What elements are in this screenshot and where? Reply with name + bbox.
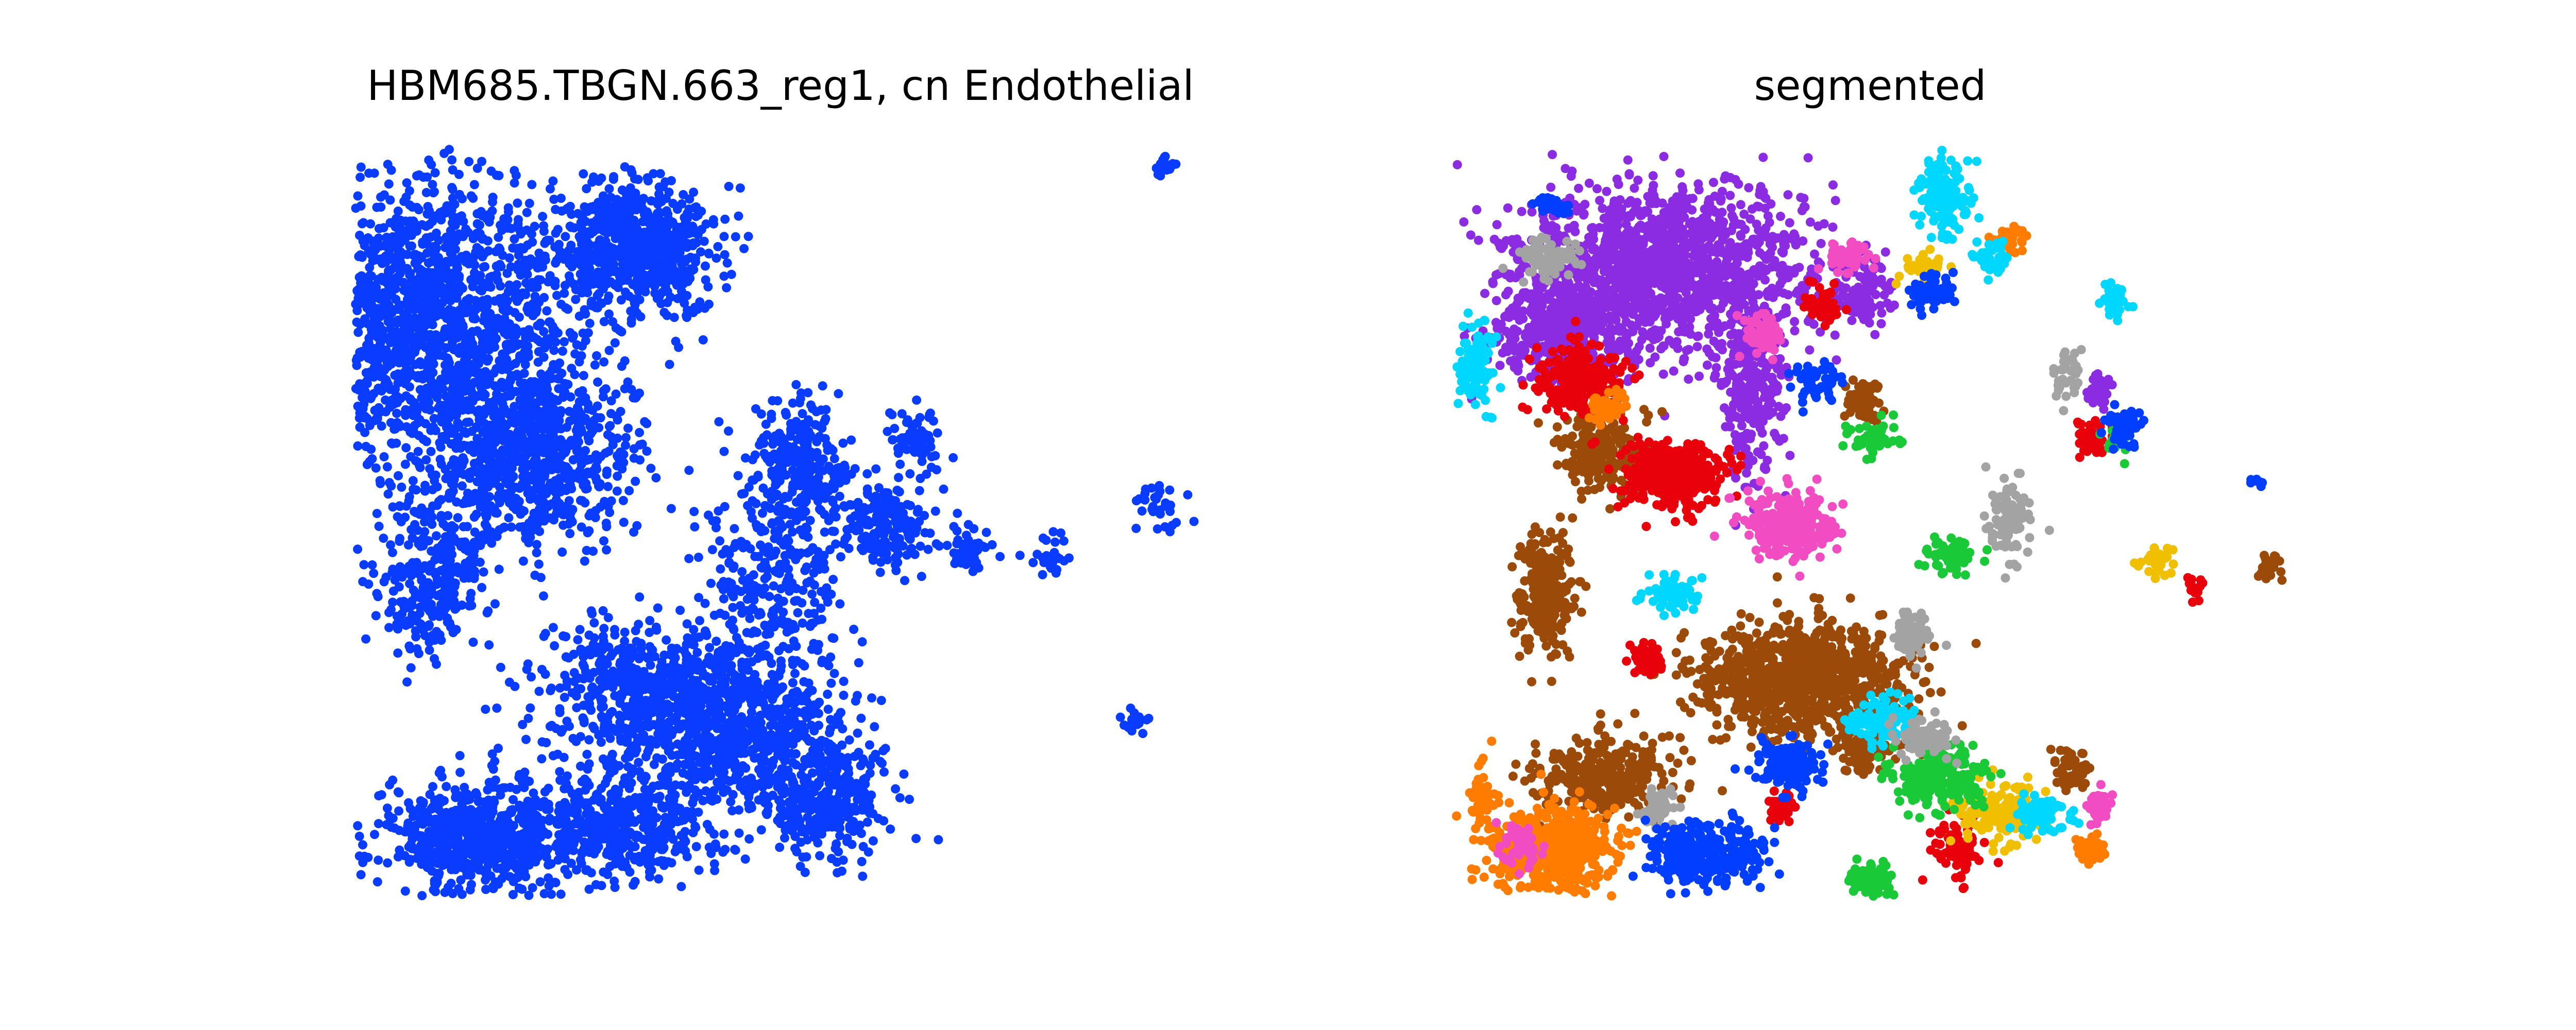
scatter-point	[504, 253, 514, 263]
scatter-point	[355, 422, 365, 432]
scatter-point	[429, 414, 439, 423]
scatter-point	[381, 395, 391, 405]
scatter-point	[560, 337, 569, 347]
scatter-point	[486, 166, 496, 176]
scatter-point	[538, 212, 548, 221]
scatter-point	[382, 462, 392, 472]
scatter-point	[407, 274, 417, 284]
scatter-point	[469, 180, 479, 190]
scatter-point	[401, 443, 411, 453]
scatter-point	[392, 408, 402, 418]
scatter-point	[372, 509, 382, 519]
scatter-point	[513, 198, 522, 208]
scatter-point	[430, 168, 440, 178]
scatter-point	[374, 233, 383, 243]
scatter-point	[447, 155, 457, 165]
scatter-point	[468, 282, 478, 291]
series-0	[351, 145, 1199, 901]
scatter-point	[530, 221, 539, 231]
scatter-point	[472, 243, 482, 252]
right-panel-title: segmented	[1754, 62, 1987, 110]
scatter-point	[516, 229, 526, 239]
scatter-point	[527, 180, 537, 190]
scatter-point	[494, 232, 503, 242]
left-panel-title: HBM685.TBGN.663_reg1, cn Endothelial	[367, 62, 1194, 110]
scatter-point	[472, 163, 482, 173]
scatter-point	[510, 234, 519, 244]
scatter-point	[556, 299, 566, 309]
scatter-point	[503, 215, 513, 225]
scatter-point	[374, 522, 384, 531]
scatter-point	[428, 320, 437, 330]
scatter-point	[353, 191, 363, 201]
scatter-point	[468, 234, 478, 244]
scatter-point	[585, 318, 595, 328]
scatter-point	[512, 280, 522, 289]
scatter-point	[490, 296, 500, 306]
scatter-point	[408, 476, 418, 486]
scatter-point	[402, 178, 412, 188]
scatter-point	[381, 407, 391, 417]
